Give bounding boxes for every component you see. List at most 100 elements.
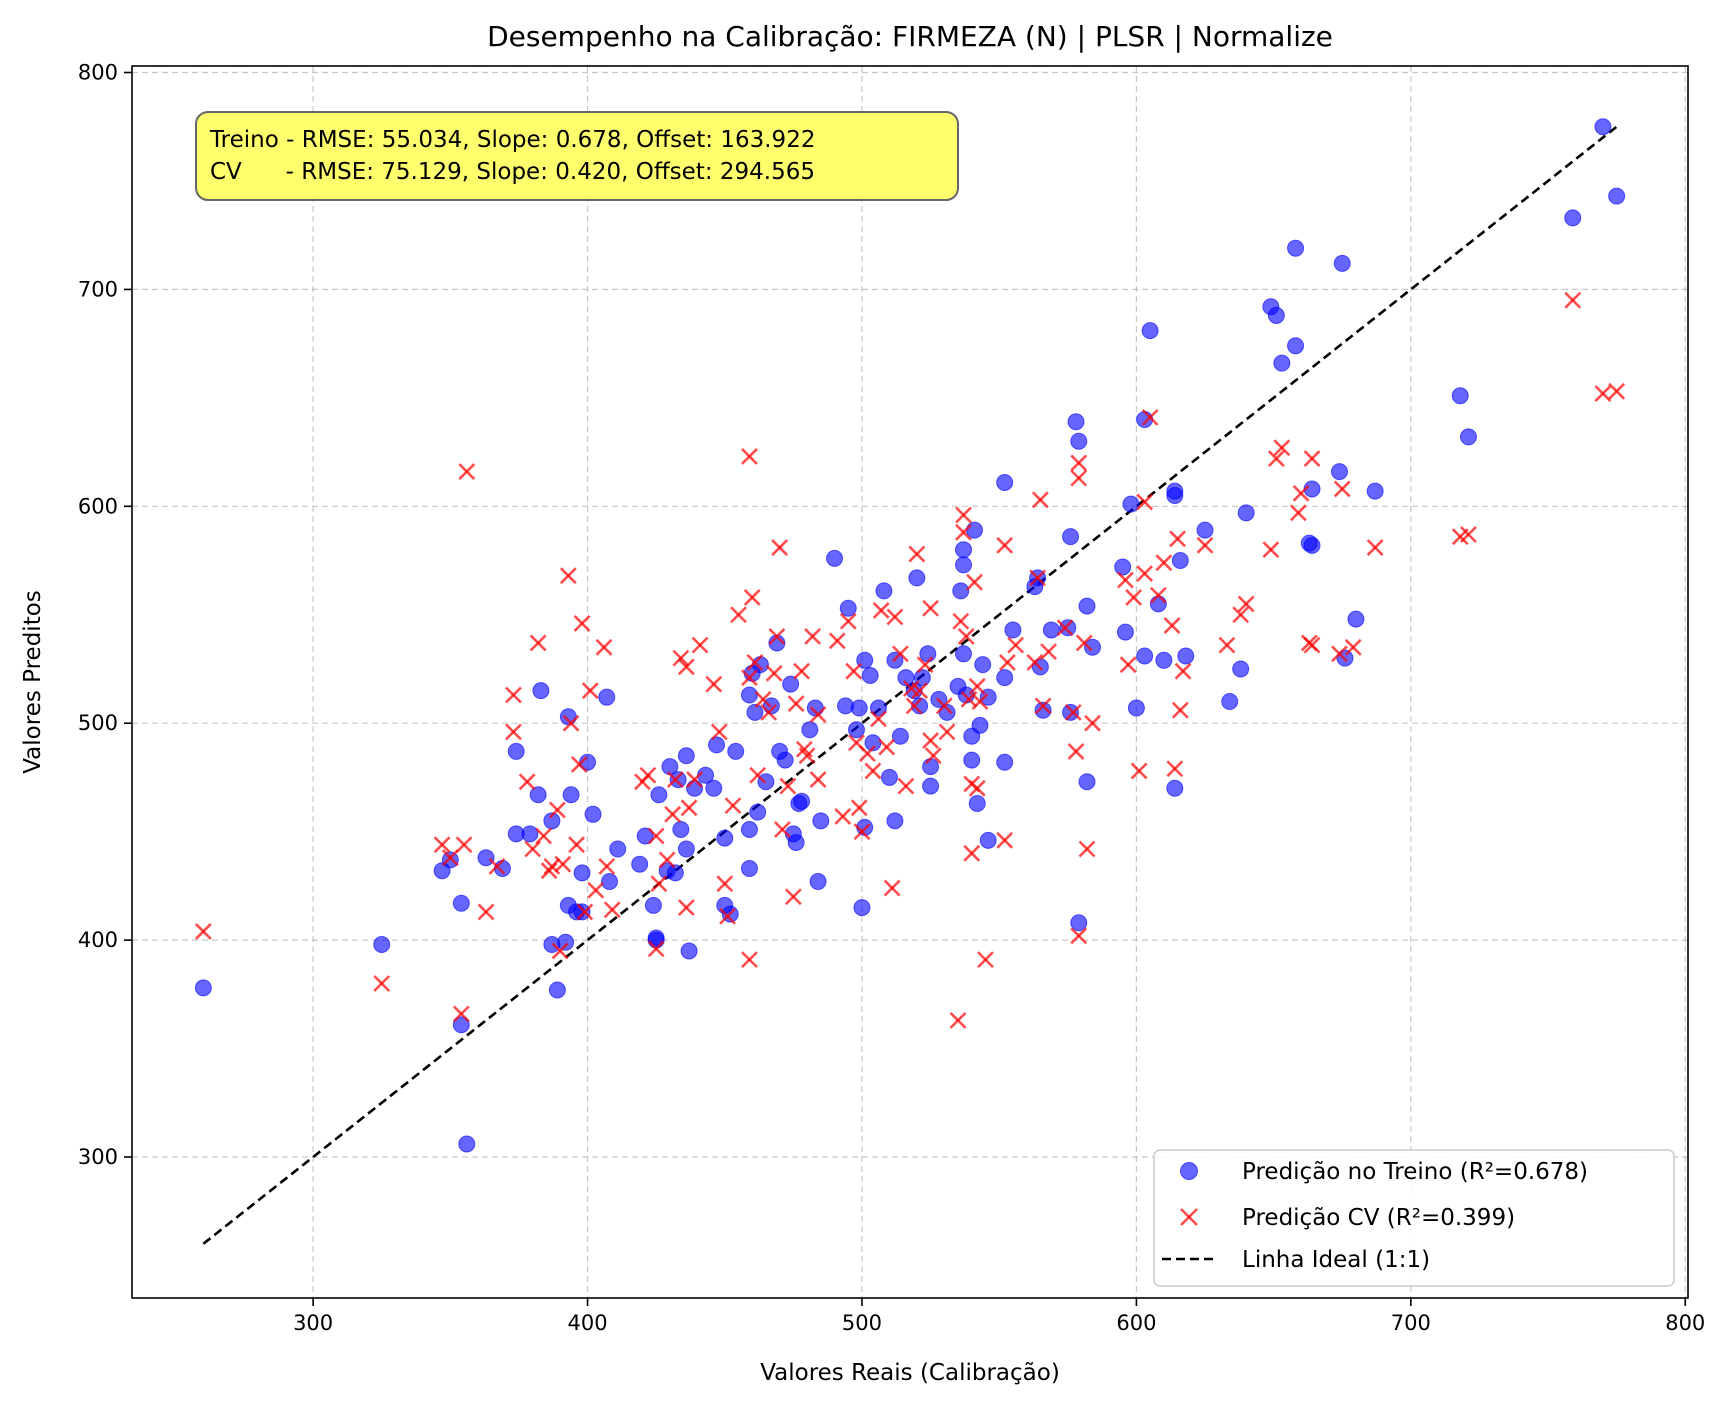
train-point xyxy=(1136,411,1154,429)
train-point xyxy=(1287,337,1305,355)
train-point xyxy=(644,896,662,914)
cv-point xyxy=(1267,450,1285,468)
train-point xyxy=(708,736,726,754)
cv-point xyxy=(779,777,797,795)
y-tick-label: 300 xyxy=(78,1145,118,1169)
train-point xyxy=(974,656,992,674)
cv-point xyxy=(551,942,569,960)
train-point xyxy=(952,582,970,600)
train-point xyxy=(955,541,973,559)
cv-point xyxy=(878,738,896,756)
cv-point xyxy=(691,636,709,654)
cv-point xyxy=(916,656,934,674)
train-point xyxy=(1062,528,1080,546)
train-point xyxy=(919,645,937,663)
cv-point xyxy=(373,975,391,992)
train-point xyxy=(968,794,986,812)
x-tick-label: 300 xyxy=(293,1311,333,1335)
cv-point xyxy=(1166,760,1184,778)
cv-point xyxy=(535,827,553,845)
train-point xyxy=(1122,495,1140,513)
cv-point xyxy=(595,638,613,656)
train-point xyxy=(1232,660,1250,678)
train-point xyxy=(746,703,764,721)
cv-point xyxy=(1136,565,1154,582)
cv-point xyxy=(754,690,772,708)
train-point xyxy=(1273,354,1291,372)
cv-point xyxy=(1078,840,1096,858)
cv-point xyxy=(554,855,572,873)
cv-point xyxy=(1117,571,1134,589)
cv-point xyxy=(1289,504,1307,522)
cv-point xyxy=(1070,454,1088,472)
cv-point xyxy=(1237,595,1255,613)
cv-point xyxy=(1070,927,1088,945)
cv-point xyxy=(765,664,783,682)
cv-point xyxy=(1171,701,1189,719)
train-point xyxy=(891,727,909,745)
cv-point xyxy=(562,714,580,732)
cv-point xyxy=(886,608,904,626)
cv-point xyxy=(672,649,690,667)
cv-point xyxy=(1040,643,1058,661)
cv-point xyxy=(908,545,926,563)
cv-point xyxy=(647,827,665,845)
cv-point xyxy=(677,899,695,916)
train-point xyxy=(911,697,929,715)
train-point xyxy=(793,792,811,810)
cv-point xyxy=(809,706,827,723)
train-point xyxy=(672,820,690,838)
cv-point xyxy=(458,463,476,481)
cv-point xyxy=(1070,469,1088,487)
cv-point xyxy=(1119,656,1137,674)
annotation-line-train: Treino - RMSE: 55.034, Slope: 0.678, Off… xyxy=(209,127,815,153)
train-point xyxy=(740,686,758,704)
train-point xyxy=(1070,914,1088,932)
cv-point xyxy=(935,697,953,715)
cv-point xyxy=(996,831,1014,849)
legend-marker-cv xyxy=(1180,1208,1198,1226)
train-point xyxy=(1330,463,1348,481)
train-point xyxy=(543,812,561,830)
cv-point xyxy=(749,766,767,784)
y-axis-label: Valores Preditos xyxy=(20,590,46,774)
train-point xyxy=(631,855,649,873)
train-point xyxy=(452,894,470,912)
train-point xyxy=(562,786,580,804)
cv-point xyxy=(1196,536,1214,554)
cv-point xyxy=(705,675,723,693)
train-point xyxy=(650,786,668,804)
cv-point xyxy=(1034,697,1052,715)
cv-point xyxy=(548,801,566,819)
train-point xyxy=(373,935,391,953)
cv-point xyxy=(746,654,764,671)
x-tick-label: 500 xyxy=(842,1311,882,1335)
train-point xyxy=(922,758,940,776)
cv-point xyxy=(452,1005,470,1023)
train-point xyxy=(749,803,767,821)
train-point xyxy=(847,721,865,739)
train-point xyxy=(875,582,893,600)
cv-point xyxy=(1232,606,1250,624)
cv-point xyxy=(524,840,542,858)
train-point xyxy=(666,864,684,882)
train-point xyxy=(636,827,654,845)
cv-point xyxy=(864,762,882,780)
cv-point xyxy=(719,907,736,925)
cv-point xyxy=(664,805,682,823)
cv-point xyxy=(658,851,676,869)
train-point xyxy=(751,656,769,674)
train-point xyxy=(598,688,616,706)
train-point xyxy=(579,753,597,771)
cv-point xyxy=(488,857,506,875)
cv-point xyxy=(647,940,665,958)
cv-point xyxy=(724,797,742,815)
cv-point xyxy=(518,773,536,791)
train-point xyxy=(441,851,459,869)
train-point xyxy=(1155,651,1173,669)
cv-point xyxy=(710,723,728,741)
train-point xyxy=(979,831,997,849)
legend-marker-train xyxy=(1180,1162,1198,1180)
cv-point xyxy=(1344,638,1362,656)
train-point xyxy=(1166,482,1184,500)
